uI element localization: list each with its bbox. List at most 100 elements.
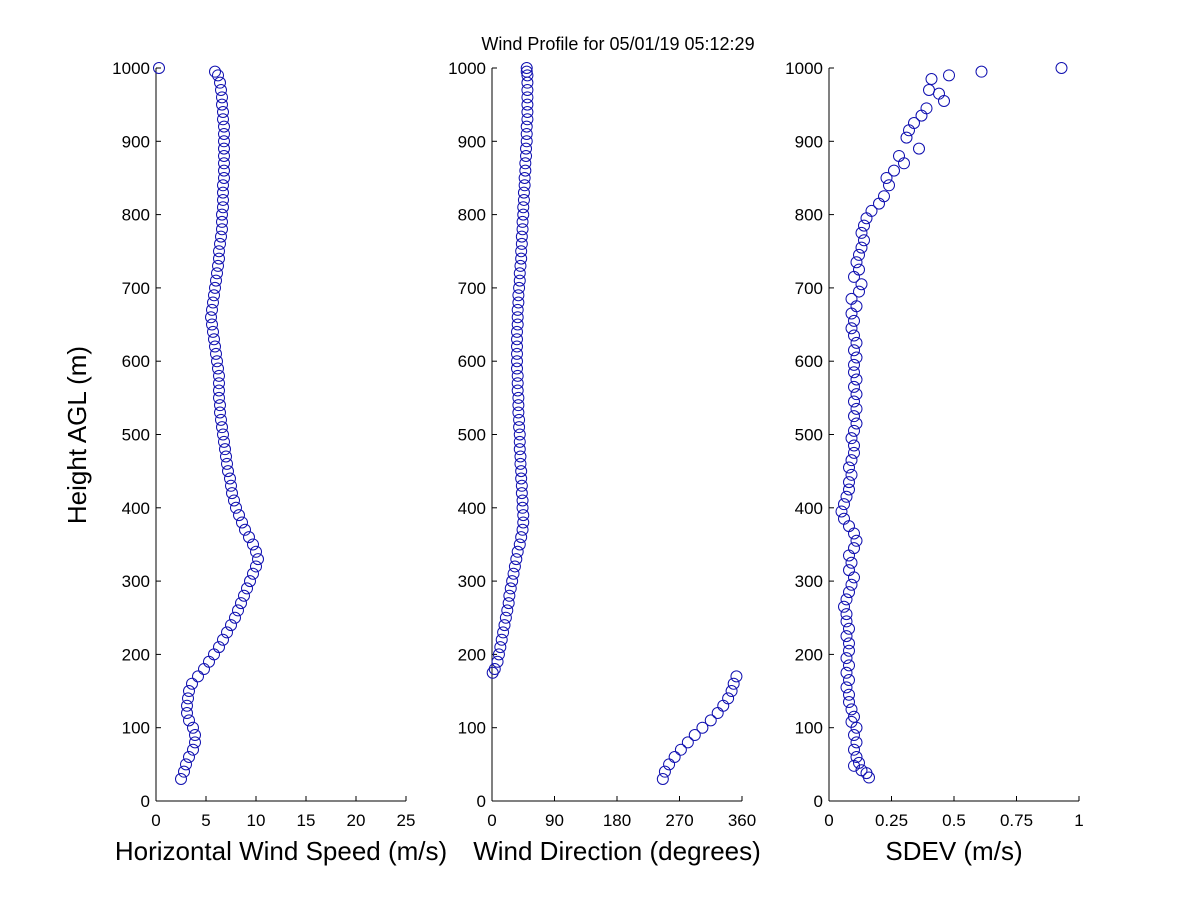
speed-data-point	[210, 274, 222, 287]
sdev-data-point	[843, 622, 855, 635]
direction-data-point	[511, 303, 524, 316]
direction-data-point	[696, 721, 709, 734]
sdev-data-point	[843, 461, 855, 474]
speed-data-point	[216, 98, 228, 111]
sdev-data-point	[848, 329, 860, 342]
speed-data-point	[214, 76, 226, 89]
speed-data-point	[213, 391, 225, 404]
sdev-data-point	[913, 142, 925, 155]
sdev-data-point	[848, 571, 860, 584]
direction-data-point	[521, 69, 534, 82]
speed-data-point	[216, 421, 228, 434]
direction-data-point	[663, 758, 676, 771]
sdev-data-point	[858, 234, 870, 247]
speed-data-point	[208, 289, 220, 302]
speed-data-point	[218, 164, 230, 177]
sdev-x-tick-label: 1	[1074, 811, 1083, 830]
direction-data-point	[521, 91, 534, 104]
speed-data-point	[181, 707, 193, 720]
direction-data-point	[516, 223, 529, 236]
sdev-data-point	[840, 608, 853, 621]
direction-data-point	[510, 553, 523, 566]
direction-data-point	[513, 267, 526, 280]
direction-data-point	[513, 421, 526, 434]
direction-data-point	[520, 62, 533, 74]
speed-data-point	[241, 582, 253, 595]
direction-data-point	[517, 509, 530, 522]
sdev-data-point	[838, 600, 850, 613]
speed-data-point	[210, 347, 222, 360]
speed-x-tick-label: 5	[201, 811, 210, 830]
speed-data-point	[252, 553, 264, 566]
sdev-x-axis-label: SDEV (m/s)	[885, 836, 1022, 866]
direction-data-point	[513, 413, 526, 426]
sdev-data-point	[925, 72, 938, 85]
speed-data-point	[229, 611, 241, 624]
sdev-data-point	[848, 439, 860, 452]
speed-data-point	[235, 597, 247, 610]
speed-data-point	[215, 230, 227, 243]
direction-data-point	[501, 604, 514, 617]
sdev-data-point	[848, 395, 860, 408]
direction-data-point	[514, 259, 527, 272]
speed-data-point	[180, 758, 192, 771]
direction-data-point	[506, 575, 519, 588]
direction-data-point	[518, 171, 531, 184]
direction-data-point	[499, 611, 512, 624]
direction-x-axis-label: Wind Direction (degrees)	[473, 836, 761, 866]
direction-data-point	[681, 736, 694, 749]
sdev-data-point	[843, 644, 855, 657]
sdev-data-point	[850, 336, 863, 349]
speed-x-tick-label: 20	[347, 811, 366, 830]
speed-data-point	[220, 450, 232, 463]
direction-data-point	[521, 76, 534, 89]
direction-y-tick-label: 700	[458, 279, 486, 298]
sdev-data-point	[840, 652, 853, 665]
direction-y-tick-label: 100	[458, 719, 486, 738]
direction-data-point	[521, 113, 534, 126]
sdev-data-point	[845, 322, 858, 335]
sdev-data-point	[850, 736, 863, 749]
direction-y-tick-label: 800	[458, 206, 486, 225]
sdev-data-point	[853, 285, 865, 298]
direction-data-point	[511, 377, 524, 390]
sdev-data-point	[848, 410, 860, 423]
speed-data-point	[250, 545, 262, 558]
speed-y-tick-label: 600	[122, 352, 150, 371]
direction-data-point	[508, 560, 521, 573]
speed-data-point	[192, 670, 204, 683]
direction-data-point	[511, 311, 524, 324]
sdev-data-point	[848, 314, 860, 327]
speed-y-tick-label: 700	[122, 279, 150, 298]
speed-y-tick-label: 800	[122, 206, 150, 225]
direction-data-point	[511, 333, 523, 346]
speed-data-point	[209, 65, 221, 78]
speed-data-point	[217, 113, 229, 126]
direction-data-point	[515, 465, 528, 478]
speed-data-point	[189, 736, 201, 749]
direction-data-point	[491, 655, 504, 668]
speed-data-point	[226, 487, 238, 500]
sdev-data-point	[888, 164, 900, 177]
speed-x-tick-label: 15	[297, 811, 316, 830]
speed-data-point	[218, 157, 230, 170]
speed-data-point	[214, 406, 226, 419]
speed-data-point	[213, 252, 225, 265]
speed-x-tick-label: 10	[247, 811, 266, 830]
sdev-data-point	[848, 424, 860, 437]
direction-data-point	[515, 487, 528, 500]
direction-data-point	[511, 355, 523, 368]
speed-data-point	[221, 626, 233, 639]
speed-data-point	[183, 751, 195, 764]
direction-data-point	[515, 479, 528, 492]
speed-data-point	[217, 193, 229, 206]
direction-data-point	[517, 186, 530, 199]
sdev-data-point	[915, 109, 928, 122]
direction-data-point	[507, 567, 520, 580]
speed-data-point	[216, 208, 228, 221]
sdev-data-point	[840, 630, 853, 643]
sdev-data-point	[858, 219, 870, 232]
direction-data-point	[498, 619, 511, 632]
direction-data-point	[711, 707, 724, 720]
